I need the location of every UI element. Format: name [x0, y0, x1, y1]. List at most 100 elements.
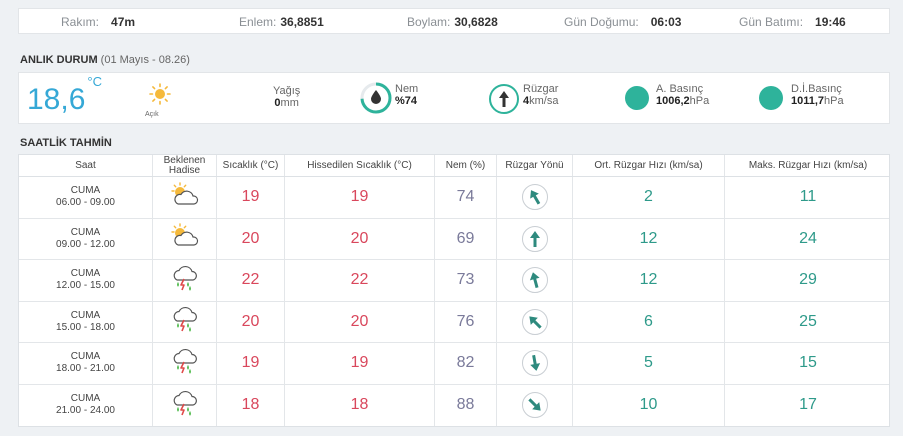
row-icon-cell [153, 177, 217, 218]
ruzgar-metric: Rüzgar 4km/sa [523, 83, 559, 107]
row-icon-cell [153, 343, 217, 384]
row-humidity: 74 [435, 177, 497, 218]
table-row: CUMA 06.00 - 09.00 19 19 74 2 11 [19, 177, 889, 219]
row-wind-max: 29 [799, 271, 817, 289]
row-period: 09.00 - 12.00 [56, 238, 115, 250]
rakim: Rakım: 47m [61, 15, 136, 29]
row-wind-max: 25 [799, 312, 817, 330]
row-wind-max: 24 [799, 229, 817, 247]
row-wind-avg: 12 [573, 218, 725, 259]
row-icon-cell [153, 260, 217, 301]
row-temp: 19 [217, 177, 285, 218]
row-period: 12.00 - 15.00 [56, 280, 115, 292]
row-icon-cell [153, 384, 217, 426]
row-day: CUMA [70, 351, 101, 363]
row-wind-dir [497, 260, 573, 301]
wind-arrow-icon [521, 267, 548, 294]
humidity-gauge-icon [360, 82, 392, 114]
row-feels: 20 [285, 218, 435, 259]
row-wind-avg: 10 [573, 384, 725, 426]
row-wind-max: 15 [799, 354, 817, 372]
table-row: CUMA 09.00 - 12.00 20 20 69 12 24 [19, 218, 889, 260]
row-icon-cell [153, 301, 217, 342]
row-humidity: 82 [435, 343, 497, 384]
row-humidity: 88 [435, 384, 497, 426]
sun-icon [149, 83, 171, 105]
row-time: CUMA 21.00 - 24.00 [19, 384, 153, 426]
wind-arrow-icon [521, 184, 548, 211]
table-header: Saat Beklenen Hadise Sıcaklık (°C) Hissed… [19, 155, 889, 177]
dibasinc-metric: D.İ.Basınç 1011,7hPa [791, 83, 844, 107]
wind-arrow-icon [521, 225, 548, 252]
current-title: ANLIK DURUM (01 Mayıs - 08.26) [20, 54, 190, 66]
row-humidity: 76 [435, 301, 497, 342]
current-panel: 18,6°C Açık Yağış 0mm Nem %74 Rüzgar 4km… [18, 72, 890, 124]
row-temp: 22 [217, 260, 285, 301]
row-humidity: 73 [435, 260, 497, 301]
row-period: 18.00 - 21.00 [56, 363, 115, 375]
header-saat: Saat [19, 155, 153, 176]
row-wind-avg: 12 [573, 260, 725, 301]
gun-dogumu: Gün Doğumu: 06:03 [564, 15, 682, 29]
condition-label: Açık [145, 111, 159, 118]
row-wind-dir [497, 343, 573, 384]
row-wind-dir [497, 384, 573, 426]
header-maks: Maks. Rüzgar Hızı (km/sa) [748, 159, 868, 171]
row-day: CUMA [70, 226, 101, 238]
row-day: CUMA [70, 268, 101, 280]
header-nem: Nem (%) [435, 155, 497, 176]
forecast-table: Saat Beklenen Hadise Sıcaklık (°C) Hissed… [18, 154, 890, 427]
wind-arrow-icon [521, 392, 548, 419]
row-wind-dir [497, 218, 573, 259]
row-day: CUMA [70, 185, 101, 197]
row-wind-max: 11 [799, 188, 817, 206]
row-day: CUMA [70, 309, 101, 321]
row-time: CUMA 06.00 - 09.00 [19, 177, 153, 218]
table-row: CUMA 12.00 - 15.00 22 22 73 12 29 [19, 260, 889, 302]
row-icon-cell [153, 218, 217, 259]
row-humidity: 69 [435, 218, 497, 259]
boylam: Boylam: 30,6828 [407, 15, 498, 29]
row-time: CUMA 15.00 - 18.00 [19, 301, 153, 342]
row-day: CUMA [70, 393, 101, 405]
header-yon: Rüzgar Yönü [497, 155, 573, 176]
thunderstorm-icon [171, 389, 199, 422]
abasinc-metric: A. Basınç 1006,2hPa [656, 83, 710, 107]
header-hadise: Beklenen Hadise [153, 155, 217, 176]
row-temp: 20 [217, 218, 285, 259]
pressure-icon [625, 86, 649, 110]
gun-batimi: Gün Batımı: 19:46 [739, 15, 846, 29]
row-feels: 19 [285, 177, 435, 218]
enlem: Enlem: 36,8851 [239, 15, 324, 29]
partly-cloudy-icon [169, 223, 201, 254]
table-row: CUMA 15.00 - 18.00 20 20 76 6 25 [19, 301, 889, 343]
table-row: CUMA 21.00 - 24.00 18 18 88 10 17 [19, 384, 889, 426]
row-wind-avg: 5 [573, 343, 725, 384]
forecast-title: SAATLİK TAHMİN [20, 137, 112, 149]
header-hissedilen: Hissedilen Sıcaklık (°C) [285, 155, 435, 176]
location-bar: Rakım: 47m Enlem: 36,8851 Boylam: 30,6828 G… [18, 8, 890, 34]
table-row: CUMA 18.00 - 21.00 19 19 82 5 15 [19, 343, 889, 385]
thunderstorm-icon [171, 264, 199, 297]
row-time: CUMA 09.00 - 12.00 [19, 218, 153, 259]
row-wind-max: 17 [799, 396, 817, 414]
header-ort: Ort. Rüzgar Hızı (km/sa) [573, 155, 725, 176]
partly-cloudy-icon [169, 182, 201, 213]
wind-arrow-icon [521, 308, 548, 335]
row-wind-avg: 2 [573, 177, 725, 218]
wind-arrow-icon [521, 350, 548, 377]
row-temp: 20 [217, 301, 285, 342]
row-wind-dir [497, 301, 573, 342]
row-period: 15.00 - 18.00 [56, 321, 115, 333]
row-temp: 19 [217, 343, 285, 384]
row-feels: 22 [285, 260, 435, 301]
thunderstorm-icon [171, 305, 199, 338]
sea-level-pressure-icon [759, 86, 783, 110]
row-temp: 18 [217, 384, 285, 426]
row-wind-dir [497, 177, 573, 218]
yagis-metric: Yağış 0mm [273, 85, 301, 109]
wind-direction-icon [489, 84, 519, 114]
row-feels: 18 [285, 384, 435, 426]
row-feels: 19 [285, 343, 435, 384]
nem-metric: Nem %74 [395, 83, 419, 107]
